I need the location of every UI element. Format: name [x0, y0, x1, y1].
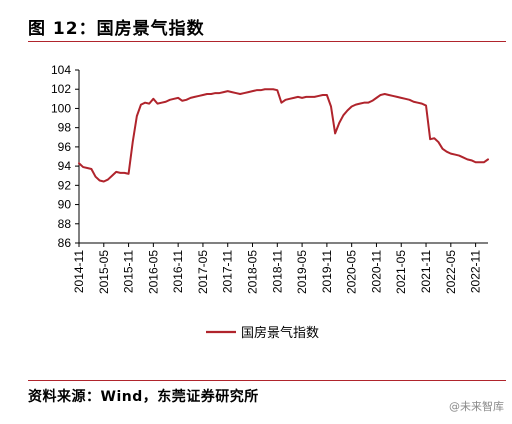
x-tick-label: 2015-05: [97, 250, 111, 294]
y-tick-label: 96: [58, 140, 72, 154]
x-tick-label: 2022-05: [444, 250, 458, 294]
title-rule: [28, 41, 506, 42]
x-tick-label: 2022-11: [469, 250, 483, 293]
y-tick-label: 94: [58, 159, 72, 173]
x-tick-labels: 2014-11 2015-05 2015-11 2016-05 2016-11 2017-…: [72, 243, 483, 294]
x-tick-label: 2017-05: [196, 250, 210, 294]
chart-axes: [78, 70, 488, 244]
chart-legend: 国房景气指数: [206, 325, 319, 341]
y-tick-label: 86: [58, 236, 72, 250]
y-tick-label: 102: [51, 82, 71, 96]
y-tick-label: 88: [58, 217, 72, 231]
x-tick-label: 2017-11: [221, 250, 235, 293]
x-tick-label: 2018-11: [270, 250, 284, 293]
source-note: 资料来源：Wind，东莞证券研究所: [28, 389, 259, 405]
figure-title: 图 12：国房景气指数: [28, 19, 205, 39]
y-tick-label: 104: [51, 63, 71, 77]
y-tick-label: 100: [51, 101, 71, 115]
x-tick-label: 2014-11: [72, 250, 86, 293]
y-tick-label: 98: [58, 121, 72, 135]
x-tick-label: 2020-11: [369, 250, 383, 293]
y-tick-labels: 86 88 90 92 94 96 98 100 102 104: [51, 63, 79, 250]
x-tick-label: 2019-05: [295, 250, 309, 294]
series-line: [78, 88, 489, 183]
x-tick-label: 2019-11: [320, 250, 334, 293]
x-tick-label: 2016-05: [146, 250, 160, 294]
legend-label: 国房景气指数: [241, 325, 319, 341]
x-tick-label: 2021-05: [394, 250, 408, 294]
source-rule: [28, 380, 506, 381]
x-tick-label: 2018-05: [246, 250, 260, 294]
watermark: @未来智库: [449, 400, 504, 413]
y-tick-label: 92: [58, 178, 72, 192]
y-tick-label: 90: [58, 198, 72, 212]
x-tick-label: 2020-05: [345, 250, 359, 294]
x-tick-label: 2015-11: [122, 250, 136, 293]
x-tick-label: 2016-11: [171, 250, 185, 293]
x-tick-label: 2021-11: [419, 250, 433, 293]
series-layer: [78, 88, 489, 183]
